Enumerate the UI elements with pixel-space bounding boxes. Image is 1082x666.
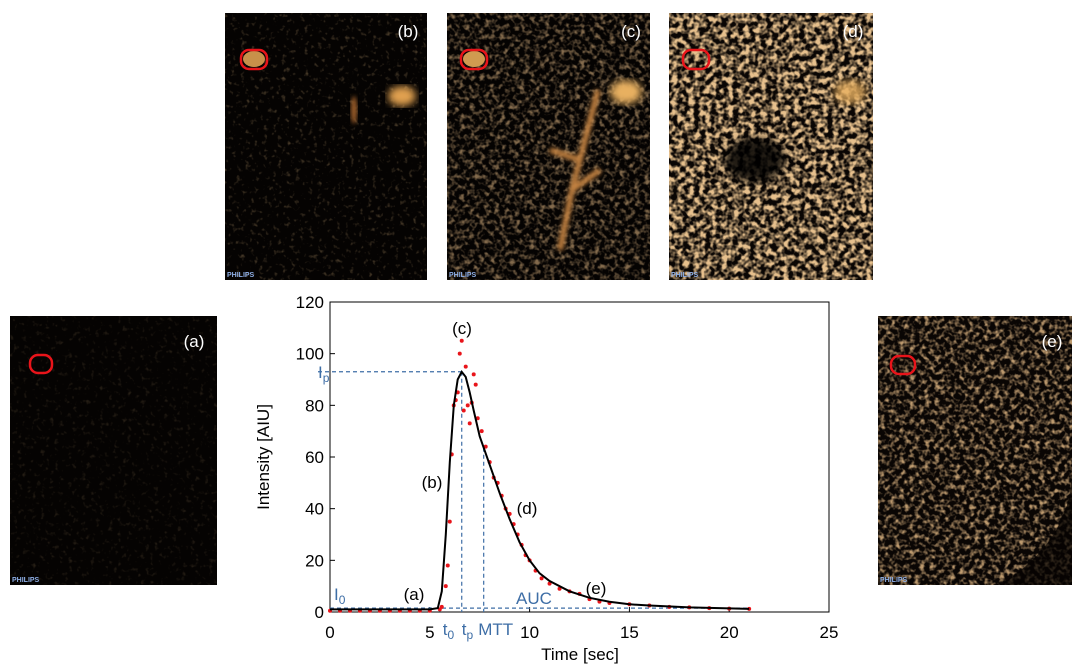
y-tick-label: 80 xyxy=(305,396,324,415)
brand-label: PHILIPS xyxy=(12,577,40,584)
panel-label: (b) xyxy=(398,22,419,41)
annotation-text: (b) xyxy=(422,473,443,492)
annotation: Ip xyxy=(318,363,330,385)
plot-frame xyxy=(330,302,829,612)
data-point xyxy=(448,520,452,524)
data-point xyxy=(444,584,448,588)
x-tick-label: 20 xyxy=(720,623,739,642)
annotation-text: (c) xyxy=(452,319,472,338)
x-tick-label: 0 xyxy=(325,623,334,642)
x-axis-label: Time [sec] xyxy=(541,645,619,664)
annotation-text: (e) xyxy=(586,579,607,598)
annotation: (a) xyxy=(404,585,425,604)
data-point xyxy=(466,403,470,407)
panel-label: (d) xyxy=(843,22,864,41)
data-point xyxy=(474,383,478,387)
annotation-subscript: 0 xyxy=(448,628,455,642)
y-tick-label: 60 xyxy=(305,448,324,467)
x-tick-label: 15 xyxy=(620,623,639,642)
annotation-subscript: p xyxy=(466,628,473,642)
figure: (a) PHILIPS (b) PHILIPS (c) PHILIPS (d) … xyxy=(0,0,1082,666)
data-point xyxy=(440,605,444,609)
y-tick-label: 40 xyxy=(305,500,324,519)
annotation: tp xyxy=(462,620,474,642)
panel-d: (d) PHILIPS xyxy=(669,13,873,280)
panel-label: (a) xyxy=(184,332,205,351)
brand-label: PHILIPS xyxy=(449,272,477,279)
data-point xyxy=(460,339,464,343)
annotation: I0 xyxy=(334,585,346,607)
panel-label: (c) xyxy=(621,22,641,41)
annotation: (c) xyxy=(452,319,472,338)
x-tick-label: 10 xyxy=(520,623,539,642)
data-point xyxy=(446,564,450,568)
data-point xyxy=(480,429,484,433)
annotation: MTT xyxy=(478,620,513,639)
y-tick-label: 20 xyxy=(305,551,324,570)
x-tick-label: 5 xyxy=(425,623,434,642)
annotation: (d) xyxy=(517,499,538,518)
y-tick-label: 100 xyxy=(296,345,324,364)
annotation-text: MTT xyxy=(478,620,513,639)
annotation-text: AUC xyxy=(516,589,552,608)
panel-a: (a) PHILIPS xyxy=(10,316,217,585)
annotation-subscript: 0 xyxy=(339,593,346,607)
data-point xyxy=(468,421,472,425)
brand-label: PHILIPS xyxy=(671,272,699,279)
annotation-text: (a) xyxy=(404,585,425,604)
annotation: t0 xyxy=(443,620,455,642)
annotation: AUC xyxy=(516,589,552,608)
brand-label: PHILIPS xyxy=(227,272,255,279)
annotation-text: (d) xyxy=(517,499,538,518)
annotation: (b) xyxy=(422,473,443,492)
panel-b: (b) PHILIPS xyxy=(225,13,427,280)
brand-label: PHILIPS xyxy=(880,577,908,584)
fit-curve xyxy=(330,372,749,610)
y-tick-label: 120 xyxy=(296,293,324,312)
panel-label: (e) xyxy=(1042,332,1063,351)
data-point xyxy=(464,365,468,369)
y-axis-label: Intensity [AIU] xyxy=(254,404,273,510)
annotation: (e) xyxy=(586,579,607,598)
x-tick-label: 25 xyxy=(820,623,839,642)
y-tick-label: 0 xyxy=(315,603,324,622)
annotation-subscript: p xyxy=(323,371,330,385)
panel-e: (e) PHILIPS xyxy=(878,316,1072,585)
panel-c: (c) PHILIPS xyxy=(447,13,650,280)
data-point xyxy=(472,372,476,376)
data-point xyxy=(462,409,466,413)
data-point xyxy=(458,352,462,356)
